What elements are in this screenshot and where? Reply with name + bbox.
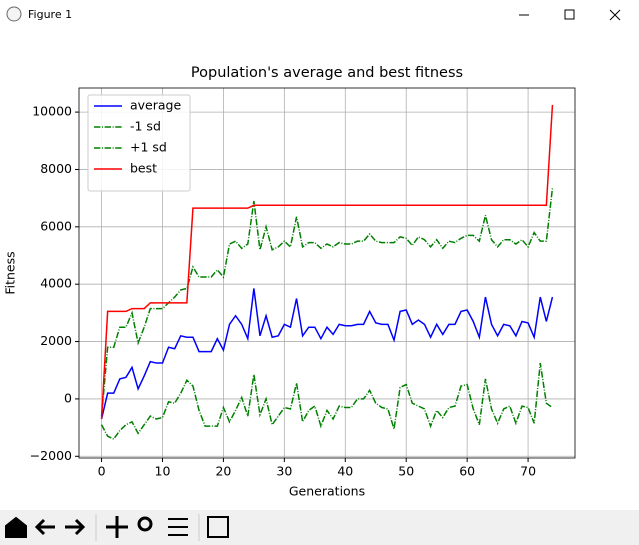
x-tick-label: 50 [398,464,414,479]
x-tick-label: 30 [276,464,292,479]
y-tick-label: 10000 [32,104,72,119]
x-tick-label: 0 [98,464,106,479]
y-tick-label: 2000 [40,333,72,348]
back-button[interactable] [34,518,55,536]
x-tick-label: 70 [520,464,536,479]
home-button[interactable] [5,516,27,538]
y-tick-label: 6000 [40,218,72,233]
series-line [100,288,554,420]
chart-title: Population's average and best fitness [191,65,463,81]
app-icon [6,6,22,22]
zoom-button[interactable] [137,516,153,532]
window-title: Figure 1 [28,8,72,21]
forward-button[interactable] [65,518,86,536]
maximize-button[interactable] [564,9,575,20]
save-button[interactable] [207,516,229,538]
legend-label: average [130,98,181,113]
y-tick-label: 4000 [40,276,72,291]
configure-button[interactable] [168,518,188,536]
x-tick-label: 20 [215,464,231,479]
y-axis-label: Fitness [3,251,18,294]
series-line [100,104,554,420]
legend-label: best [130,161,157,176]
plot: 0 10 20 30 40 50 60 70 −2000 0 2000 4000 6000 8000 100… [30,87,576,479]
axes-frame [78,87,576,459]
series-line [100,188,554,417]
toolbar-icons [5,516,229,538]
y-tick-label: 0 [64,390,72,405]
legend-box [87,94,191,192]
series-line [100,362,553,441]
y-tick-label: −2000 [30,448,72,463]
x-tick-label: 60 [459,464,475,479]
x-tick-label: 40 [337,464,353,479]
close-button[interactable] [609,9,621,21]
legend-label: -1 sd [130,119,161,134]
y-tick-label: 8000 [40,161,72,176]
legend-label: +1 sd [130,140,167,155]
x-axis-label: Generations [289,484,365,499]
x-tick-label: 10 [155,464,171,479]
pan-button[interactable] [106,516,128,538]
